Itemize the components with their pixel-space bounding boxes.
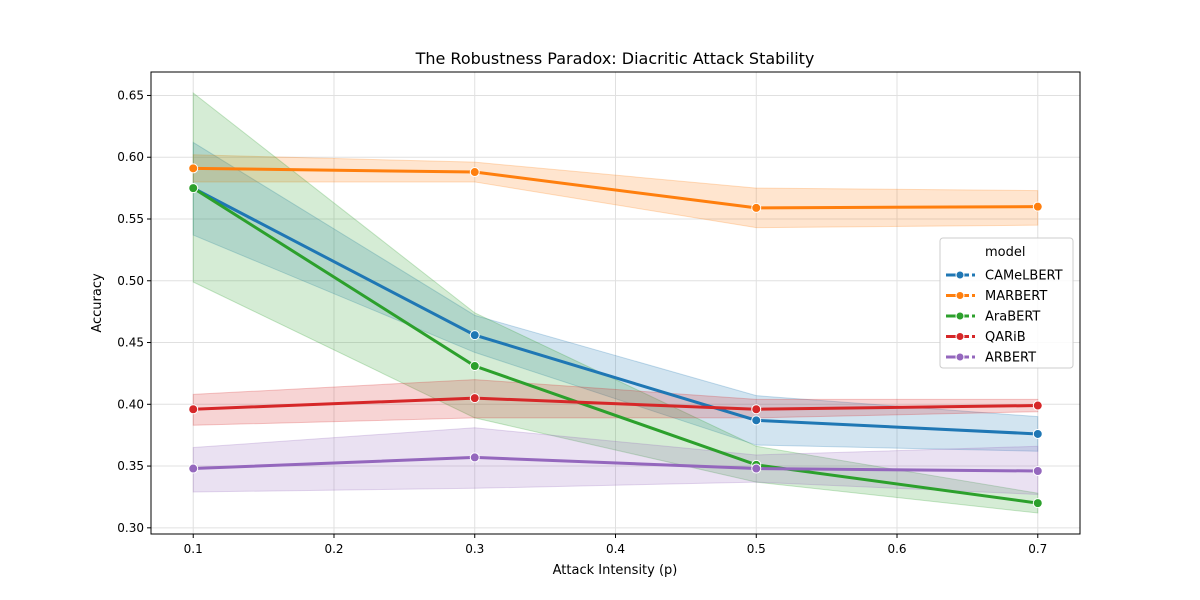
- x-tick-label: 0.7: [1028, 542, 1047, 556]
- y-tick-label: 0.35: [117, 459, 144, 473]
- y-tick-label: 0.65: [117, 88, 144, 102]
- legend-marker: [955, 332, 965, 341]
- legend-label: MARBERT: [985, 289, 1047, 304]
- legend-title: model: [985, 245, 1025, 260]
- data-point-arbert: [188, 463, 199, 474]
- data-point-arbert: [469, 452, 480, 463]
- x-tick-label: 0.4: [606, 542, 625, 556]
- data-point-qarib: [751, 404, 762, 415]
- data-point-arabert: [188, 183, 199, 194]
- series-line-arabert: [192, 186, 1038, 505]
- x-tick-label: 0.5: [747, 542, 766, 556]
- y-axis-label: Accuracy: [90, 273, 105, 333]
- legend: model CAMeLBERT MARBERT AraBERT QARiB ARBERT: [939, 237, 1074, 369]
- y-tick-label: 0.55: [117, 212, 144, 226]
- x-tick-label: 0.2: [324, 542, 343, 556]
- data-point-marbert: [751, 202, 762, 213]
- data-point-arbert: [1032, 466, 1043, 476]
- y-tick-label: 0.45: [117, 336, 144, 350]
- data-point-arabert: [1032, 498, 1043, 509]
- legend-label: QARiB: [985, 330, 1026, 345]
- series-lines: [188, 163, 1043, 509]
- ci-band-arbert: [192, 427, 1039, 495]
- chart-title: The Robustness Paradox: Diacritic Attack…: [415, 49, 815, 68]
- y-tick-label: 0.30: [117, 521, 144, 535]
- legend-marker: [955, 352, 965, 362]
- data-point-qarib: [1032, 400, 1043, 411]
- series-line-qarib: [193, 396, 1038, 411]
- legend-marker: [955, 311, 965, 321]
- series-line-arbert: [193, 455, 1038, 473]
- data-point-qarib: [469, 393, 480, 404]
- y-tick-label: 0.40: [117, 397, 144, 411]
- y-tick-label: 0.50: [117, 274, 144, 288]
- x-axis-label: Attack Intensity (p): [553, 563, 678, 578]
- x-tick-label: 0.1: [184, 542, 203, 556]
- grid: [151, 72, 1080, 534]
- legend-label: CAMeLBERT: [985, 269, 1063, 284]
- data-point-marbert: [188, 163, 199, 174]
- data-point-camelbert: [751, 415, 762, 426]
- legend-marker: [955, 291, 965, 300]
- ticks: 0.1 0.2 0.3 0.4 0.5 0.6 0.7 0.30 0.35 0.40 0.45 0.5…: [117, 88, 1047, 556]
- legend-label: AraBERT: [985, 310, 1040, 325]
- series-line-marbert: [193, 166, 1038, 210]
- data-point-camelbert: [469, 330, 480, 341]
- ci-band-arabert: [192, 91, 1039, 514]
- y-tick-label: 0.60: [117, 150, 144, 164]
- confidence-bands: [192, 91, 1039, 514]
- series-line-camelbert: [192, 186, 1038, 436]
- data-point-arabert: [469, 361, 480, 371]
- data-point-marbert: [469, 167, 480, 178]
- ci-band-camelbert: [192, 141, 1039, 452]
- data-point-qarib: [188, 404, 199, 415]
- x-tick-label: 0.3: [465, 542, 484, 556]
- data-point-arbert: [751, 463, 762, 474]
- data-point-marbert: [1032, 201, 1043, 212]
- legend-label: ARBERT: [985, 351, 1036, 366]
- data-point-camelbert: [1032, 428, 1043, 439]
- legend-marker: [955, 270, 965, 280]
- x-tick-label: 0.6: [887, 542, 906, 556]
